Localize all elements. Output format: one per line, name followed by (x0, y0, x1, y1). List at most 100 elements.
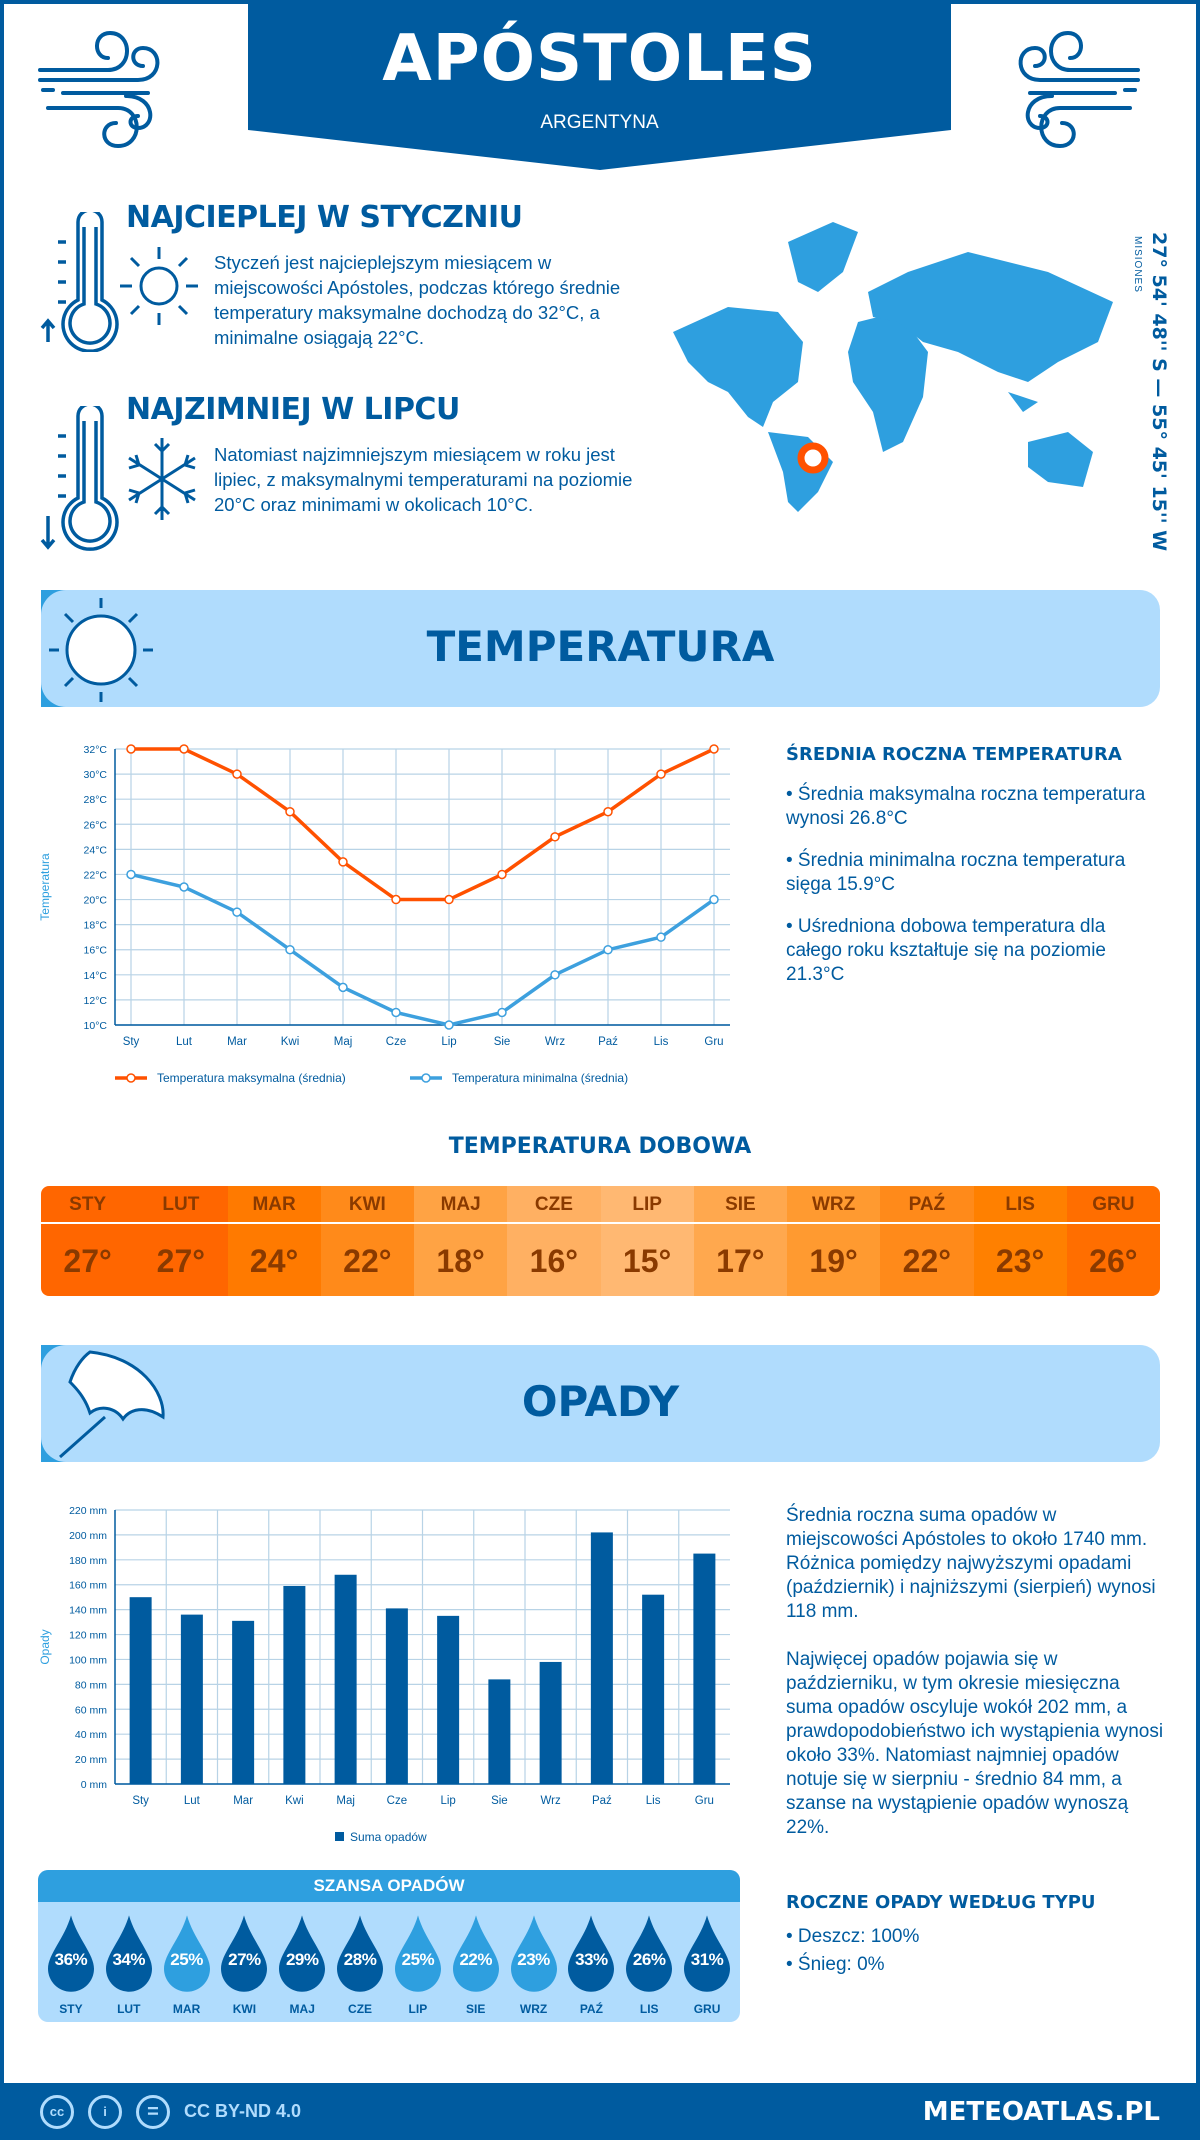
raindrop-icon (48, 1915, 94, 1992)
chance-value: 25% (170, 1950, 203, 1969)
daily-temperature-cell: PAŹ 22° (880, 1186, 974, 1296)
data-point (179, 744, 189, 754)
precipitation-chance-item: 27% KWI (215, 1902, 273, 2022)
precipitation-bar (693, 1553, 716, 1784)
precipitation-chance-item: 31% GRU (678, 1902, 736, 2022)
world-map (673, 222, 1113, 512)
wind-icon (38, 30, 160, 149)
temperature-value: 24° (249, 1243, 299, 1279)
month-label: PAŹ (880, 1186, 974, 1224)
raindrop-icon (394, 1915, 441, 1992)
sun-icon (49, 598, 153, 702)
y-tick-label: 220 mm (69, 1505, 107, 1517)
y-axis-title: Temperatura (38, 853, 52, 921)
month-label: GRU (693, 2002, 721, 2016)
x-tick-label: Sty (132, 1795, 149, 1807)
data-point (285, 806, 295, 817)
y-tick-label: 26°C (84, 819, 108, 831)
y-tick-label: 32°C (84, 744, 108, 756)
temperature-value: 15° (622, 1243, 672, 1279)
temperature-value: 16° (529, 1243, 579, 1279)
raindrop-icon (279, 1915, 326, 1992)
precipitation-chart: 0 mm 20 mm 40 mm 60 mm 80 mm 100 mm 120 mm 140 … (38, 1505, 730, 1844)
month-label: CZE (507, 1186, 601, 1224)
header-band (248, 0, 951, 170)
precipitation-chance-panel: SZANSA OPADÓW 36% STY 34% LUT 25% MAR 27% KWI 29… (38, 1870, 740, 2022)
temperature-title: TEMPERATURA (426, 622, 775, 671)
data-point (179, 882, 189, 892)
y-tick-label: 16°C (84, 945, 108, 957)
location-marker (797, 442, 829, 474)
thermometer-up-icon (40, 212, 119, 352)
raindrop-icon (684, 1915, 731, 1992)
data-point (126, 744, 136, 754)
legend-swatch (335, 1832, 344, 1841)
legend-marker (126, 1073, 136, 1083)
month-label: KWI (232, 2002, 257, 2016)
precipitation-chance-item: 34% LUT (100, 1902, 158, 2022)
precipitation-text-2: Najwięcej opadów pojawia się w październ… (786, 1649, 1164, 1838)
raindrop-icon (626, 1915, 673, 1992)
daily-temperature-cell: KWI 22° (320, 1186, 414, 1296)
data-point (709, 894, 719, 905)
temperature-value: 23° (995, 1243, 1045, 1279)
chance-value: 25% (401, 1950, 435, 1969)
chance-value: 28% (343, 1950, 377, 1969)
data-point (603, 944, 613, 955)
data-point (232, 769, 242, 779)
daily-temperature-strip: STY 27° LUT 27° MAR 24° KWI 22° MAJ 18° CZE 16° LIP 1… (41, 1186, 1160, 1296)
month-label: LIS (639, 2002, 659, 2016)
precipitation-bar (180, 1614, 203, 1784)
y-tick-label: 120 mm (69, 1630, 107, 1642)
month-label: KWI (320, 1186, 414, 1224)
data-point (550, 970, 560, 980)
precipitation-title: OPADY (521, 1377, 680, 1426)
data-point (444, 894, 454, 905)
wind-icon (1018, 30, 1140, 149)
precipitation-chance-item: 29% MAJ (273, 1902, 331, 2022)
data-point (232, 907, 242, 917)
y-tick-label: 10°C (84, 1020, 108, 1032)
precipitation-text-1: Średnia roczna suma opadów w miejscowośc… (786, 1505, 1156, 1622)
x-tick-label: Wrz (541, 1795, 561, 1807)
daily-temperature-cell: CZE 16° (507, 1186, 601, 1296)
data-point (391, 1007, 401, 1018)
country-label: ARGENTYNA (540, 112, 659, 133)
temperature-value: 19° (809, 1243, 858, 1279)
month-label: WRZ (787, 1186, 881, 1224)
x-tick-label: Lut (176, 1036, 193, 1048)
attribution-icon: i (88, 2095, 122, 2129)
legend-label: Suma opadów (350, 1830, 427, 1844)
license-label[interactable]: CC BY-ND 4.0 (184, 2101, 302, 2121)
x-tick-label: Kwi (281, 1036, 300, 1048)
month-label: PAŹ (579, 2002, 603, 2016)
daily-temperature-cell: MAR 24° (227, 1186, 321, 1296)
data-point (338, 982, 348, 993)
temperature-summary-title: ŚREDNIA ROCZNA TEMPERATURA (786, 744, 1122, 765)
y-tick-label: 40 mm (75, 1729, 107, 1741)
brand-link[interactable]: METEOATLAS.PL (922, 2097, 1160, 2127)
cc-icon: cc (40, 2095, 74, 2129)
daily-temperature-title: TEMPERATURA DOBOWA (448, 1134, 752, 1159)
month-label: MAJ (289, 2002, 315, 2016)
month-label: CZE (348, 2002, 373, 2016)
month-label: MAJ (414, 1186, 508, 1224)
daily-temperature-cell: WRZ 19° (787, 1186, 881, 1296)
month-label: SIE (466, 2002, 486, 2016)
daily-temperature-cell: MAJ 18° (414, 1186, 508, 1296)
temperature-value: 18° (436, 1243, 485, 1279)
precipitation-bar (437, 1615, 460, 1784)
data-point (497, 869, 507, 880)
precipitation-bar (385, 1608, 408, 1784)
month-label: MAR (172, 2002, 201, 2016)
precipitation-chance-item: 25% MAR (158, 1902, 216, 2022)
daily-temperature-cell: LUT 27° (134, 1186, 228, 1296)
x-tick-label: Gru (704, 1036, 723, 1048)
data-point (391, 894, 401, 905)
data-point (709, 744, 719, 754)
y-tick-label: 20°C (84, 895, 108, 907)
temperature-value: 27° (63, 1243, 112, 1279)
chance-value: 22% (459, 1950, 492, 1969)
warmest-text: Styczeń jest najcieplejszym miesiącem w … (214, 252, 621, 348)
raindrop-icon (163, 1915, 210, 1992)
